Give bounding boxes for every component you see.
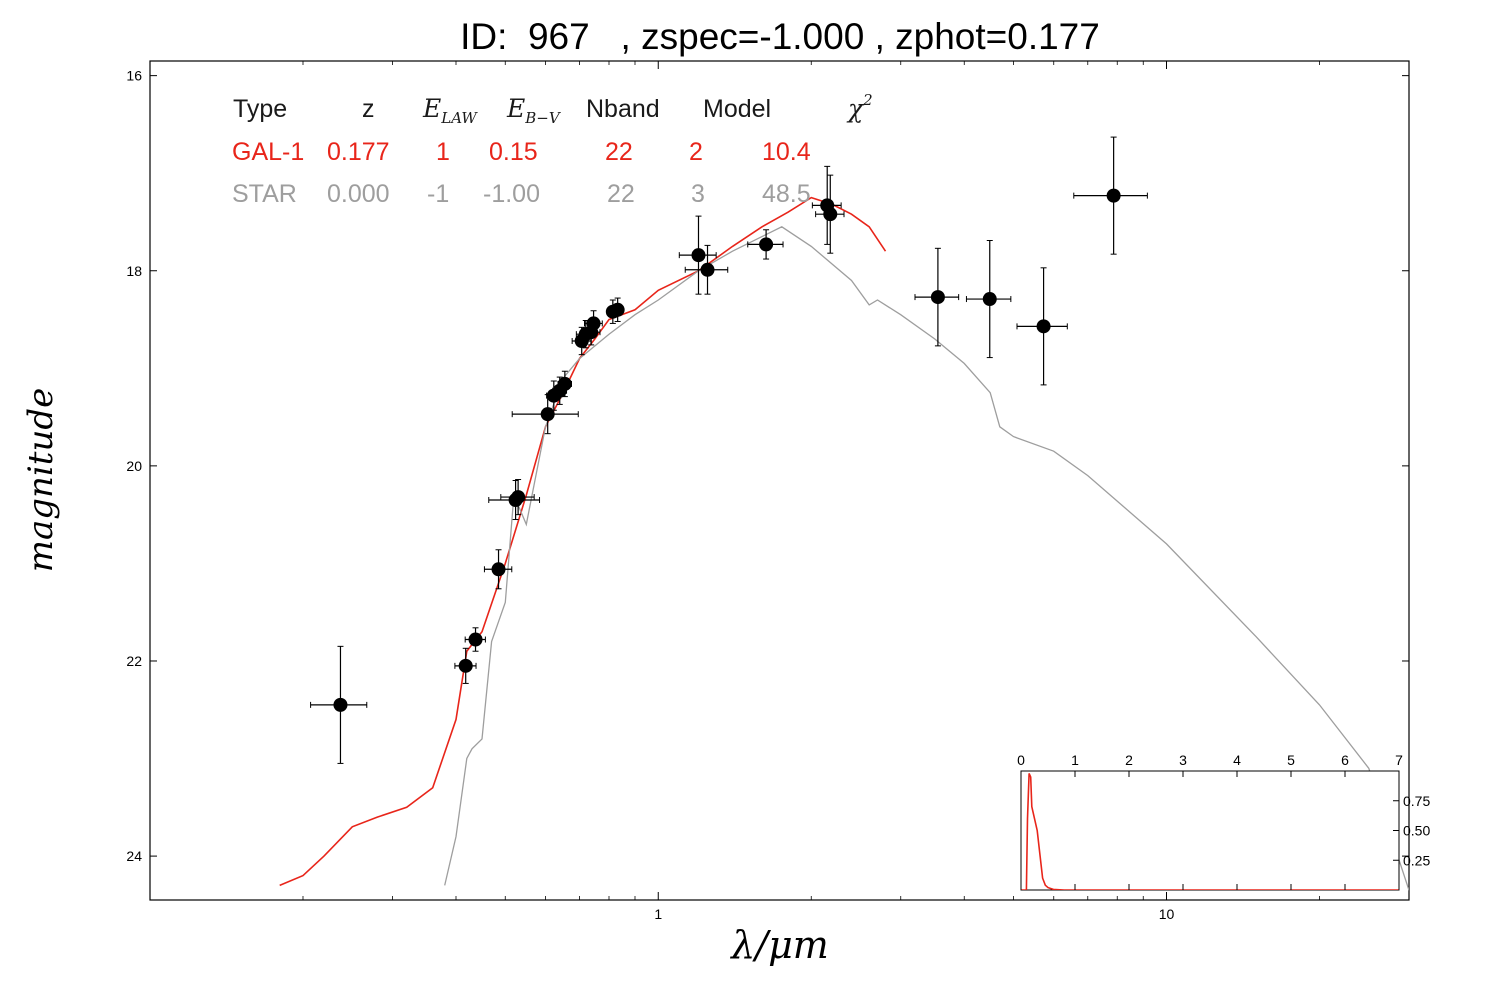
plot-frame [149,60,1410,901]
chart-title: ID: 967 , zspec=-1.000 , zphot=0.177 [460,16,1100,57]
data-point-16 [678,215,717,295]
data-point-20 [815,174,845,254]
star-ebv: -1.00 [483,180,540,208]
x-axis-label: λ/μm [729,923,829,967]
gal-type: GAL-1 [232,138,304,166]
gal-ebv: 0.15 [489,138,538,166]
inset-ytick-label: 0.75 [1403,793,1430,809]
xtick-label: 1 [654,906,662,922]
series-line-0 [279,196,887,887]
gal-nband: 22 [605,138,633,166]
data-point-23 [1016,267,1068,386]
data-point-13 [584,310,603,337]
point-marker [1036,319,1051,334]
table-header-chi2: χ2 [846,91,873,123]
pdf-curve [1021,773,1399,890]
point-marker [930,290,945,305]
point-marker [610,302,625,317]
point-marker [511,490,526,505]
point-marker [540,407,555,422]
gal-z: 0.177 [327,138,390,166]
inset-series-line-0 [1021,773,1399,890]
photometry-points [310,136,1148,764]
data-point-17 [684,244,729,295]
gal-model: 2 [689,138,703,166]
ytick-label: 20 [126,458,142,474]
series-line-1 [444,226,1409,891]
point-marker [691,248,706,263]
inset-xtick-label: 7 [1395,752,1403,768]
point-marker [458,658,473,673]
table-header-type: Type [233,95,287,123]
data-point-21 [914,247,960,347]
data-point-5 [500,479,535,516]
inset-xtick-label: 3 [1179,752,1187,768]
table-header-z: z [362,95,375,123]
point-marker [700,262,715,277]
data-point-18 [747,229,784,260]
table-header-nband: Nband [586,95,660,123]
ytick-label: 16 [126,68,142,84]
table-header-model: Model [703,95,771,123]
star-type: STAR [232,180,297,208]
point-marker [333,697,348,712]
model-spectra [279,196,1409,891]
inset-xtick-label: 5 [1287,752,1295,768]
data-point-9 [557,370,572,398]
gal-chi2: 10.4 [762,138,811,166]
xtick-label: 10 [1159,906,1175,922]
fit-table: Type z ELAW EB−V Nband Model χ2 GAL-1 0.… [232,91,873,208]
inset-ytick-label: 0.25 [1403,852,1430,868]
point-marker [759,237,774,252]
inset-xtick-label: 1 [1071,752,1079,768]
y-axis-label: magnitude [21,388,61,573]
data-point-22 [965,240,1012,359]
data-point-15 [610,297,625,322]
pdf-inset: 0 1 2 3 4 5 6 7 0.25 0.50 0.75 [1017,752,1430,891]
inset-xtick-label: 2 [1125,752,1133,768]
data-point-1 [454,647,477,684]
star-chi2: 48.5 [762,180,811,208]
point-marker [557,376,572,391]
point-marker [823,207,838,222]
inset-axis-ticks: 0 1 2 3 4 5 6 7 0.25 0.50 0.75 [1017,752,1430,890]
star-nband: 22 [607,180,635,208]
data-point-3 [483,549,513,590]
ytick-label: 24 [126,848,142,864]
data-point-2 [464,627,486,652]
ytick-label: 22 [126,653,142,669]
data-point-0 [310,645,368,764]
data-point-24 [1073,136,1148,255]
star-elaw: -1 [427,180,449,208]
point-marker [491,562,506,577]
inset-xtick-label: 4 [1233,752,1241,768]
point-marker [586,316,601,331]
ytick-label: 18 [126,263,142,279]
inset-frame [1020,770,1400,891]
point-marker [982,292,997,307]
inset-ytick-label: 0.50 [1403,823,1430,839]
point-marker [1106,188,1121,203]
star-model: 3 [691,180,705,208]
inset-xtick-label: 0 [1017,752,1025,768]
point-marker [468,632,483,647]
gal-elaw: 1 [436,138,450,166]
inset-xtick-label: 6 [1341,752,1349,768]
star-z: 0.000 [327,180,390,208]
